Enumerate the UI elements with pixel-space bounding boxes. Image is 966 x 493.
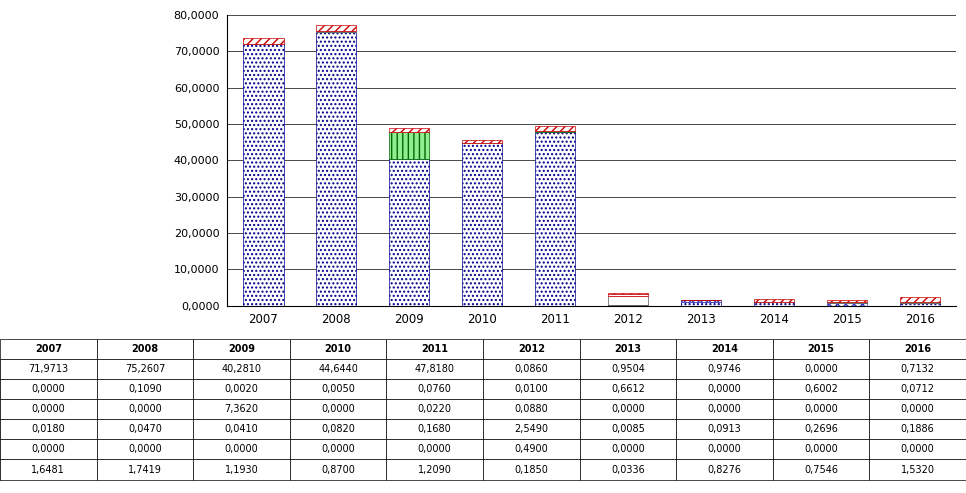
Bar [316, 25, 356, 32]
Bar [753, 299, 794, 302]
Bar [899, 302, 940, 303]
Bar [389, 133, 430, 159]
Bar [827, 303, 867, 304]
Bar [827, 304, 867, 306]
Bar [243, 38, 284, 44]
Bar [899, 297, 940, 302]
Bar [899, 303, 940, 306]
Bar [681, 300, 722, 302]
Bar [753, 302, 794, 306]
Bar [681, 302, 722, 306]
Bar [827, 300, 867, 303]
Bar [462, 140, 502, 143]
Bar [608, 296, 648, 305]
Bar [535, 126, 576, 131]
Bar [389, 159, 430, 306]
Bar [462, 143, 502, 306]
Bar [389, 128, 430, 132]
Bar [535, 131, 576, 132]
Bar [316, 32, 356, 306]
Bar [608, 294, 648, 296]
Bar [608, 293, 648, 294]
Bar [535, 132, 576, 306]
Bar [243, 44, 284, 306]
